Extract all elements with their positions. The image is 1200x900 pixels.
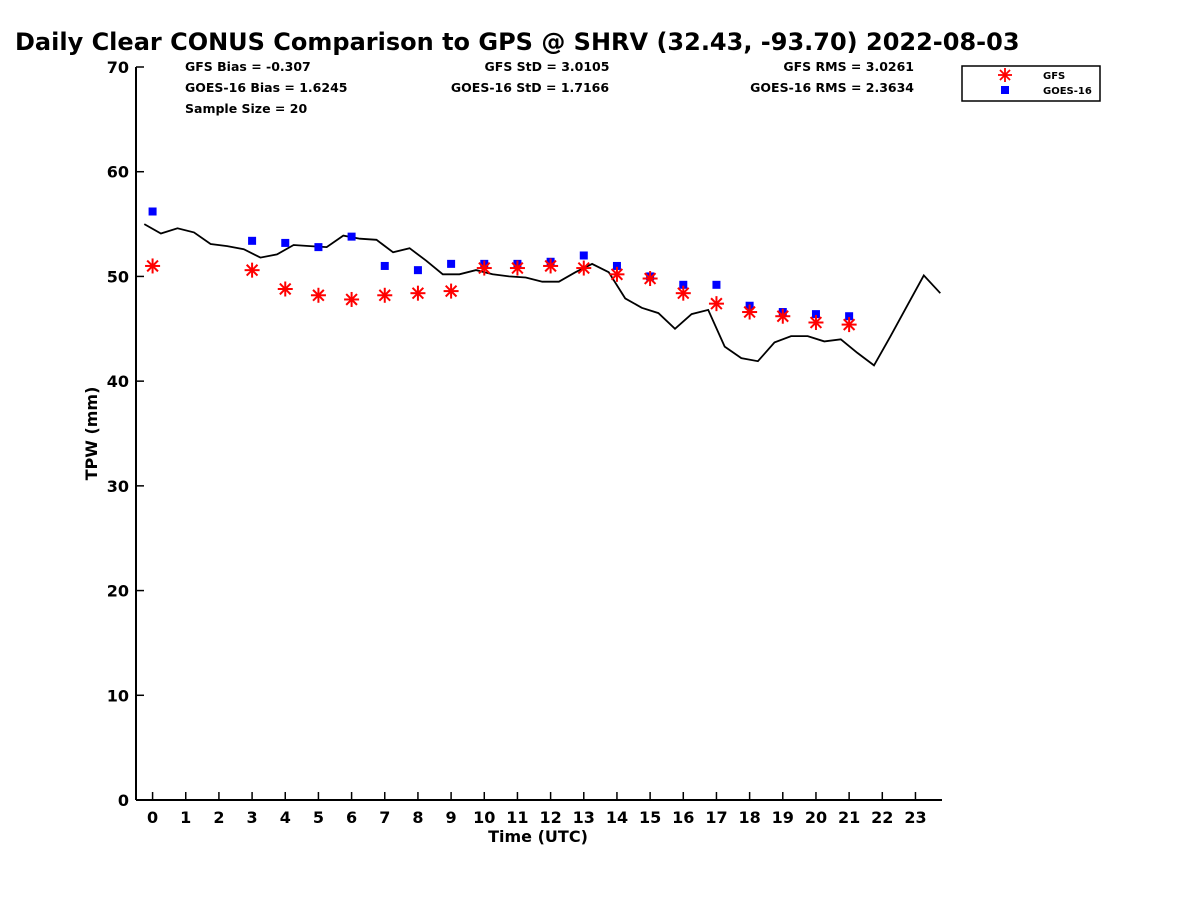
x-tick-label: 1 <box>180 808 191 827</box>
gfs-point <box>277 281 293 297</box>
gfs-point <box>509 260 525 276</box>
x-tick-label: 3 <box>247 808 258 827</box>
x-tick-label: 7 <box>379 808 390 827</box>
y-tick-label: 20 <box>107 582 129 601</box>
x-tick-label: 10 <box>473 808 495 827</box>
gps-line <box>143 223 941 367</box>
y-tick-label: 0 <box>118 791 129 810</box>
y-tick-label: 40 <box>107 372 129 391</box>
legend-gfs-label: GFS <box>1043 71 1065 82</box>
y-tick-label: 30 <box>107 477 129 496</box>
legend-box <box>961 65 1101 102</box>
legend: GFS GOES-16 <box>961 65 1101 102</box>
goes-point <box>712 280 721 289</box>
x-tick-label: 8 <box>412 808 423 827</box>
legend-gfs-asterisk <box>998 68 1012 82</box>
x-tick-label: 23 <box>904 808 926 827</box>
goes-series <box>148 207 854 321</box>
gfs-point <box>344 291 360 307</box>
goes-point <box>281 238 290 247</box>
gfs-point <box>410 285 426 301</box>
x-tick-label: 17 <box>705 808 727 827</box>
x-tick-label: 5 <box>313 808 324 827</box>
stats-annotations: GFS Bias = -0.307 GOES-16 Bias = 1.6245 … <box>185 59 914 116</box>
goes-point <box>845 312 854 321</box>
gfs-point <box>443 283 459 299</box>
y-axis-label: TPW (mm) <box>82 387 101 481</box>
y-tick-label: 70 <box>107 58 129 77</box>
x-tick-label: 11 <box>506 808 528 827</box>
gfs-point <box>310 287 326 303</box>
x-tick-label: 6 <box>346 808 357 827</box>
gfs-point <box>841 317 857 333</box>
goes-rms-label: GOES-16 RMS = 2.3634 <box>750 80 914 95</box>
gfs-point <box>675 285 691 301</box>
chart-title: Daily Clear CONUS Comparison to GPS @ SH… <box>15 28 1020 56</box>
goes-point <box>148 207 157 216</box>
x-tick-label: 0 <box>147 808 158 827</box>
goes-point <box>380 261 389 270</box>
gfs-point <box>708 296 724 312</box>
y-tick-label: 10 <box>107 686 129 705</box>
legend-goes-marker <box>1001 86 1009 94</box>
gfs-series <box>145 258 857 333</box>
gfs-point <box>145 258 161 274</box>
legend-gfs-marker <box>998 68 1012 82</box>
gfs-bias-label: GFS Bias = -0.307 <box>185 59 311 74</box>
x-tick-label: 18 <box>738 808 760 827</box>
x-tick-label: 15 <box>639 808 661 827</box>
x-tick-label: 13 <box>573 808 595 827</box>
gfs-rms-label: GFS RMS = 3.0261 <box>783 59 914 74</box>
gfs-point <box>808 315 824 331</box>
gfs-point <box>543 258 559 274</box>
gfs-point <box>775 308 791 324</box>
gfs-point <box>377 287 393 303</box>
x-tick-label: 21 <box>838 808 860 827</box>
goes-bias-label: GOES-16 Bias = 1.6245 <box>185 80 347 95</box>
goes-point <box>811 310 820 319</box>
goes-point <box>413 266 422 275</box>
y-tick-label: 60 <box>107 163 129 182</box>
x-tick-label: 22 <box>871 808 893 827</box>
goes-point <box>347 232 356 241</box>
x-tick-label: 4 <box>280 808 291 827</box>
x-tick-label: 16 <box>672 808 694 827</box>
goes-point <box>314 243 323 252</box>
goes-point <box>248 236 257 245</box>
y-tick-label: 50 <box>107 267 129 286</box>
gfs-std-label: GFS StD = 3.0105 <box>485 59 610 74</box>
legend-goes-label: GOES-16 <box>1043 86 1092 97</box>
gfs-point <box>244 262 260 278</box>
goes-point <box>612 261 621 270</box>
gfs-point <box>476 260 492 276</box>
gfs-point <box>742 304 758 320</box>
goes-point <box>447 259 456 268</box>
sample-size-label: Sample Size = 20 <box>185 101 307 116</box>
gfs-point <box>609 266 625 282</box>
x-tick-label: 14 <box>606 808 628 827</box>
goes-std-label: GOES-16 StD = 1.7166 <box>451 80 609 95</box>
goes-point <box>579 251 588 260</box>
x-tick-label: 20 <box>805 808 827 827</box>
x-tick-label: 2 <box>213 808 224 827</box>
gps-series <box>143 223 941 367</box>
gfs-point <box>576 260 592 276</box>
x-tick-label: 12 <box>539 808 561 827</box>
x-axis-label: Time (UTC) <box>488 827 588 846</box>
goes-point <box>679 280 688 289</box>
gfs-point <box>642 271 658 287</box>
x-tick-label: 9 <box>446 808 457 827</box>
x-tick-label: 19 <box>772 808 794 827</box>
